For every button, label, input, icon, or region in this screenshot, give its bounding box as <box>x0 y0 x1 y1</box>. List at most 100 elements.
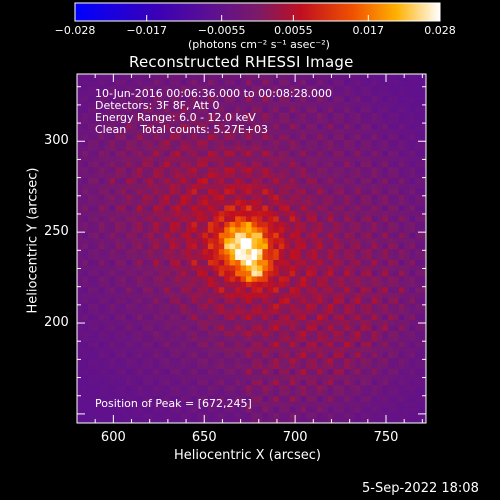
heatmap-cell <box>93 144 100 151</box>
heatmap-cell <box>349 357 356 364</box>
heatmap-cell <box>104 341 111 348</box>
heatmap-cell <box>262 390 269 397</box>
heatmap-cell <box>376 417 383 423</box>
heatmap-cell <box>333 106 340 113</box>
heatmap-cell <box>316 308 323 315</box>
heatmap-cell <box>196 401 204 408</box>
heatmap-cell <box>262 123 269 130</box>
heatmap-cell <box>360 373 367 380</box>
heatmap-cell <box>333 373 340 380</box>
heatmap-cell <box>202 155 209 162</box>
heatmap-cell <box>77 215 84 222</box>
heatmap-cell <box>371 324 378 331</box>
heatmap-cell <box>164 324 171 331</box>
heatmap-cell <box>300 199 307 206</box>
heatmap-cell <box>322 368 329 375</box>
heatmap-cell <box>333 324 340 331</box>
heatmap-cell <box>278 292 285 299</box>
heatmap-cell <box>93 204 100 211</box>
heatmap-cell <box>229 292 236 299</box>
heatmap-cell <box>218 270 225 277</box>
heatmap-cell <box>355 313 362 320</box>
heatmap-cell <box>344 226 351 233</box>
heatmap-cell <box>295 215 302 222</box>
heatmap-cell <box>273 373 280 380</box>
heatmap-cell <box>207 204 214 211</box>
heatmap-cell <box>93 199 100 206</box>
heatmap-cell <box>349 215 356 222</box>
heatmap-cell <box>229 275 236 282</box>
heatmap-cell <box>109 199 116 206</box>
heatmap-cell <box>289 259 296 266</box>
heatmap-cell <box>158 395 165 402</box>
heatmap-cell <box>393 237 400 244</box>
heatmap-cell <box>338 188 345 195</box>
heatmap-cell <box>169 335 176 342</box>
heatmap-cell <box>278 303 285 310</box>
heatmap-cell <box>300 412 307 419</box>
heatmap-cell <box>316 193 323 201</box>
heatmap-cell <box>251 243 258 250</box>
heatmap-cell <box>387 406 394 413</box>
heatmap-cell <box>371 253 378 261</box>
heatmap-cell <box>355 215 362 222</box>
heatmap-cell <box>131 297 138 304</box>
heatmap-cell <box>366 101 373 108</box>
heatmap-cell <box>409 101 416 108</box>
heatmap-cell <box>196 215 204 222</box>
heatmap-cell <box>169 281 176 288</box>
heatmap-cell <box>273 193 280 201</box>
heatmap-cell <box>104 363 111 370</box>
heatmap-cell <box>316 188 323 195</box>
heatmap-cell <box>404 275 411 282</box>
heatmap-cell <box>256 281 264 288</box>
heatmap-cell <box>126 281 133 288</box>
heatmap-cell <box>338 346 345 353</box>
heatmap-cell <box>180 117 187 124</box>
heatmap-cell <box>109 155 116 162</box>
heatmap-cell <box>115 177 122 184</box>
heatmap-cell <box>77 297 84 304</box>
heatmap-cell <box>256 221 264 228</box>
heatmap-cell <box>420 363 426 370</box>
heatmap-cell <box>278 335 285 342</box>
heatmap-cell <box>131 215 138 222</box>
heatmap-cell <box>267 221 274 228</box>
heatmap-cell <box>404 324 411 331</box>
heatmap-cell <box>371 204 378 211</box>
heatmap-cell <box>93 210 100 217</box>
heatmap-cell <box>109 210 116 217</box>
heatmap-cell <box>224 368 231 375</box>
heatmap-cell <box>409 357 416 364</box>
heatmap-cell <box>344 352 351 359</box>
heatmap-cell <box>175 106 182 113</box>
heatmap-cell <box>251 199 258 206</box>
heatmap-cell <box>98 401 105 408</box>
heatmap-cell <box>82 161 89 168</box>
heatmap-cell <box>355 335 362 342</box>
heatmap-cell <box>147 172 154 179</box>
heatmap-cell <box>355 281 362 288</box>
heatmap-cell <box>196 330 204 337</box>
heatmap-cell <box>120 270 127 277</box>
heatmap-cell <box>153 188 160 195</box>
heatmap-cell <box>213 264 220 271</box>
heatmap-cell <box>371 183 378 190</box>
heatmap-cell <box>371 95 378 102</box>
heatmap-cell <box>366 259 373 266</box>
heatmap-cell <box>202 281 209 288</box>
heatmap-cell <box>360 357 367 364</box>
heatmap-cell <box>196 253 204 261</box>
heatmap-cell <box>196 297 204 304</box>
heatmap-cell <box>387 133 394 141</box>
heatmap-cell <box>295 172 302 179</box>
heatmap-cell <box>349 275 356 282</box>
heatmap-cell <box>207 155 214 162</box>
heatmap-cell <box>420 286 426 293</box>
heatmap-cell <box>77 188 84 195</box>
heatmap-cell <box>104 199 111 206</box>
heatmap-cell <box>131 112 138 119</box>
heatmap-cell <box>382 150 389 157</box>
heatmap-cell <box>218 275 225 282</box>
heatmap-cell <box>98 226 105 233</box>
